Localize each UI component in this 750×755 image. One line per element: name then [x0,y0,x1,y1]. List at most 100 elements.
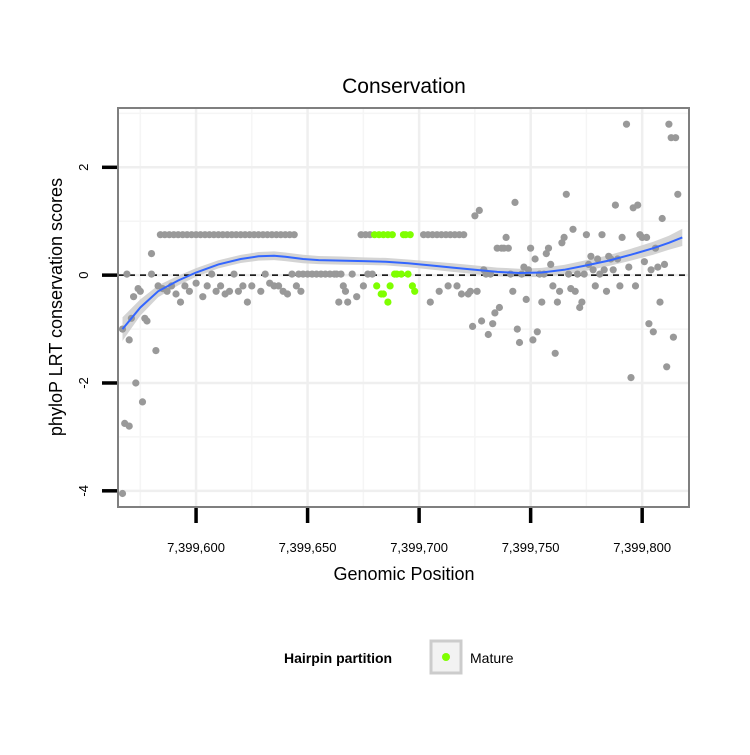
data-point-mature [408,282,416,290]
data-point-other [489,320,497,328]
data-point-other [368,270,376,278]
x-tick-label: 7,399,800 [613,540,671,555]
data-point-other [625,263,633,271]
data-point-other [453,282,461,290]
data-point-other [243,298,251,306]
data-point-other [435,287,443,295]
legend-title: Hairpin partition [284,650,392,666]
data-point-other [598,231,606,239]
data-point-other [502,233,510,241]
data-point-other [580,270,588,278]
data-point-other [292,282,300,290]
data-point-other [478,317,486,325]
legend: Hairpin partition Mature [284,639,514,675]
data-point-other [163,287,171,295]
data-point-other [544,244,553,252]
data-point-mature [373,282,381,290]
data-point-other [283,290,292,298]
data-point-other [627,374,635,382]
data-point-other [118,489,127,498]
data-point-other [212,287,220,295]
data-point-mature [379,290,387,298]
data-point-other [594,255,602,263]
data-point-other [217,282,225,290]
data-point-other [553,298,562,306]
data-point-other [509,287,517,295]
y-axis: -4 -2 0 2 [76,164,117,497]
data-point-other [469,322,477,330]
data-point-other [185,287,193,295]
data-point-other [475,206,483,214]
data-point-mature [411,287,419,295]
data-point-other [348,270,356,278]
data-point-other [524,266,533,274]
legend-label-mature: Mature [470,650,514,666]
data-point-other [426,298,434,306]
data-point-other [649,328,657,336]
data-point-other [669,333,678,341]
data-point-other [518,270,526,278]
x-tick-label: 7,399,650 [279,540,337,555]
data-point-other [663,363,671,371]
data-point-other [125,336,133,344]
data-point-other [556,287,564,295]
data-point-other [587,252,595,260]
data-point-other [491,309,499,317]
data-point-other [123,270,131,278]
data-point-other [547,260,555,268]
data-point-other [444,282,452,290]
data-point-other [176,298,185,306]
x-tick-label: 7,399,750 [502,540,560,555]
data-point-other [569,225,577,233]
data-point-other [239,282,247,290]
data-point-other [542,250,550,258]
panel-border [117,107,690,508]
data-point-other [515,338,524,347]
data-point-other [576,303,584,312]
data-point-other [234,287,242,295]
data-point-other [484,330,492,339]
data-point-other [533,328,541,336]
data-point-other [529,336,537,344]
data-point-other [290,231,298,239]
data-point-other [634,201,642,209]
data-point-other [132,379,140,387]
data-point-other [136,287,144,295]
data-point-other [578,298,586,306]
data-point-other [549,282,557,290]
data-point-other [199,293,207,301]
data-point-other [600,266,608,274]
data-point-other [335,298,343,306]
y-tick-label: 0 [76,272,91,279]
data-point-other [297,287,305,295]
points-mature [370,231,419,306]
data-point-other [261,270,269,278]
data-point-other [656,298,664,306]
y-tick-label: -2 [76,377,91,389]
data-point-other [618,233,626,241]
data-point-other [573,270,582,278]
data-point-other [257,287,265,295]
data-point-other [611,201,620,209]
data-point-other [565,270,573,278]
data-point-other [589,266,597,274]
data-point-other [344,298,352,306]
legend-key-box [429,639,463,675]
data-point-other [460,231,468,239]
data-point-other [466,287,474,295]
data-point-other [531,255,539,263]
data-point-other [562,190,570,198]
data-point-other [640,258,649,266]
data-point-other [513,325,521,333]
data-point-other [658,214,666,223]
y-tick-label: -4 [76,485,91,497]
data-point-other [138,398,147,406]
data-point-other [647,266,655,274]
data-point-other [495,303,503,312]
x-tick-label: 7,399,700 [390,540,448,555]
data-point-other [609,266,617,274]
data-point-other [551,349,559,357]
data-point-other [225,287,234,295]
